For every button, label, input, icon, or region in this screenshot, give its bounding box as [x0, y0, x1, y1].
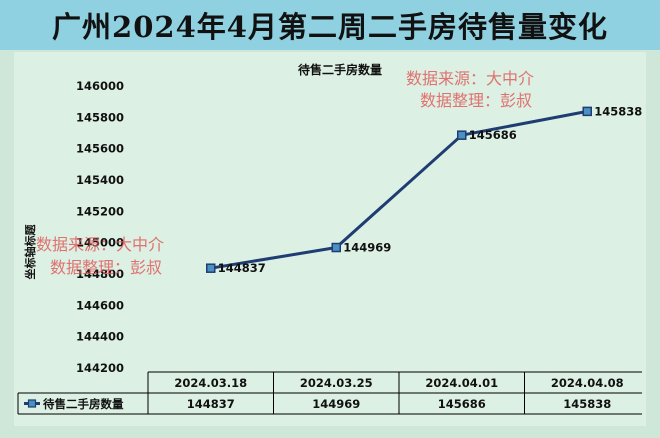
data-label: 144837	[218, 261, 266, 275]
data-point-marker	[457, 130, 467, 140]
x-category-label: 2024.03.25	[300, 376, 373, 390]
y-tick-label: 144800	[76, 267, 124, 281]
legend-marker-key	[27, 399, 37, 408]
table-value-cell: 144969	[312, 397, 360, 411]
data-label: 145686	[469, 128, 517, 142]
chart-title: 待售二手房数量	[298, 62, 382, 77]
title-bar: 广州2024年4月第二周二手房待售量变化	[0, 0, 660, 50]
y-tick-label: 145200	[76, 204, 124, 218]
data-label: 144969	[343, 241, 391, 255]
table-value-cell: 145686	[438, 397, 486, 411]
table-value-cell: 145838	[563, 397, 611, 411]
series-line	[210, 109, 588, 270]
legend-series-name: 待售二手房数量	[43, 397, 124, 411]
watermark-author: 数据整理：彭叔	[50, 258, 162, 277]
watermark-source: 数据来源：大中介	[36, 235, 164, 254]
y-tick-label: 145000	[76, 236, 124, 250]
y-tick-label: 144200	[76, 361, 124, 375]
series-line-group: 144837 144969 145686 145838	[206, 104, 642, 275]
data-point-marker	[582, 106, 592, 117]
x-category-label: 2024.04.08	[551, 376, 624, 390]
data-point-marker	[331, 242, 341, 253]
data-point-marker	[206, 263, 216, 273]
data-table: 2024.03.18 144837 2024.03.25 144969 2024.04.…	[17, 371, 651, 415]
table-value-cell: 144837	[187, 397, 235, 411]
watermark-author: 数据整理：彭叔	[420, 91, 532, 110]
x-category-label: 2024.04.01	[425, 376, 498, 390]
line-chart: 待售二手房数量 坐标轴标题 14600014580014560014540014…	[17, 62, 651, 415]
y-tick-label: 145800	[76, 110, 124, 124]
chart-area: 待售二手房数量 坐标轴标题 146000 145800 145600 145400 14…	[14, 52, 651, 426]
y-tick-label: 144600	[76, 298, 124, 312]
y-tick-label: 145400	[76, 173, 124, 187]
page-title: 广州2024年4月第二周二手房待售量变化	[52, 10, 608, 44]
y-tick-label: 144400	[76, 330, 124, 344]
y-axis-ticks: 146000 145800 145600 145400 145200 145000 1448…	[76, 79, 124, 375]
x-category-label: 2024.03.18	[174, 376, 247, 390]
y-tick-label: 145600	[76, 142, 124, 156]
y-axis-title: 坐标轴标题	[23, 224, 37, 280]
y-tick-label: 146000	[76, 79, 124, 93]
data-label: 145838	[594, 104, 642, 118]
watermark-source: 数据来源：大中介	[406, 69, 534, 88]
